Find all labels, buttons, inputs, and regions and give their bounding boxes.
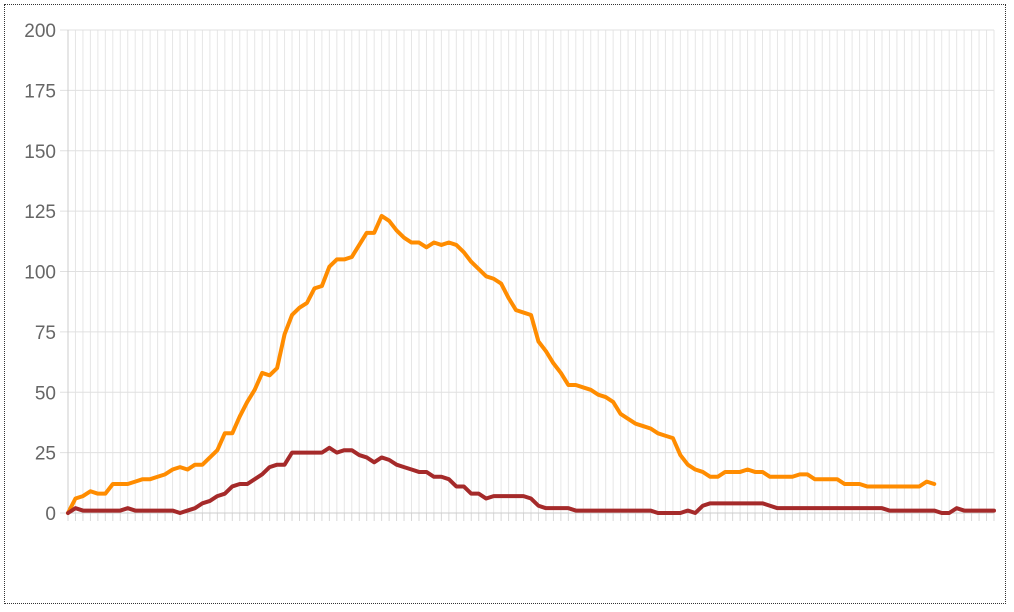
series-line-2 (66, 445, 996, 515)
y-tick-label: 150 (24, 142, 56, 163)
y-tick-label: 0 (45, 504, 56, 525)
y-tick-label: 200 (24, 21, 56, 42)
y-tick-label: 125 (24, 202, 56, 223)
y-tick-label: 50 (35, 383, 56, 404)
series-line-1 (66, 213, 937, 515)
y-tick-label: 100 (24, 263, 56, 284)
grid (60, 29, 995, 514)
x-axis (67, 512, 995, 521)
y-axis: 0 25 50 75 100 125 150 175 200 (24, 21, 69, 525)
y-tick-label: 75 (35, 323, 56, 344)
y-tick-label: 175 (24, 81, 56, 102)
series-group (66, 213, 996, 515)
y-tick-label: 25 (35, 444, 56, 465)
chart-frame (4, 4, 1006, 604)
